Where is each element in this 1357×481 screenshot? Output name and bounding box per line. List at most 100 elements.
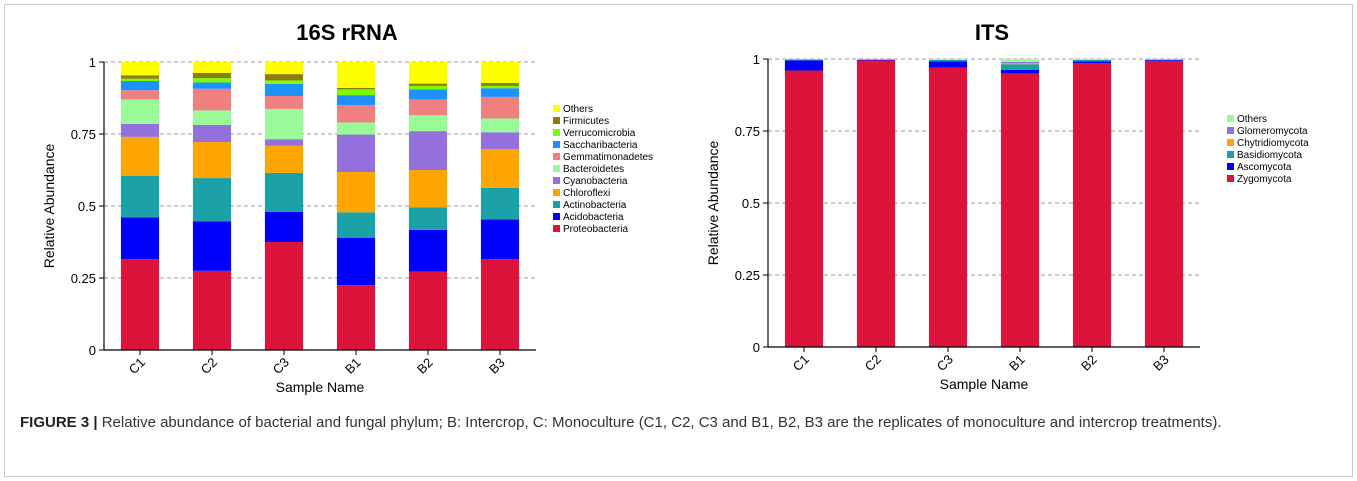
y-axis-label: Relative Abundance (41, 144, 57, 269)
legend-swatch-saccharibacteria (553, 141, 560, 148)
bar-segment-proteobacteria-b1 (336, 285, 376, 350)
bar-segment-basidiomycota-c1 (784, 59, 824, 61)
bar-segment-acidobacteria-c1 (120, 217, 160, 260)
legend-entry-ascomycota: Ascomycota (1237, 162, 1292, 173)
x-tick-label: C3 (934, 352, 956, 374)
bar-segment-chloroflexi-c3 (264, 145, 304, 173)
bar-segment-firmicutes-c3 (264, 74, 304, 81)
bar-segment-others-c3 (264, 62, 304, 75)
bar-segment-proteobacteria-b3 (480, 259, 520, 350)
bar-segment-chloroflexi-c1 (120, 136, 160, 176)
bar-segment-saccharibacteria-b1 (336, 95, 376, 106)
bar-segment-saccharibacteria-b3 (480, 88, 520, 97)
legend-swatch-bacteroidetes (553, 165, 560, 172)
legend-entry-actinobacteria: Actinobacteria (563, 200, 627, 211)
x-tick-label: B3 (1150, 352, 1172, 374)
x-tick-label: C1 (790, 352, 812, 374)
legend-entry-gemmatimonadetes: Gemmatimonadetes (563, 152, 653, 163)
legend-entry-firmicutes: Firmicutes (563, 116, 609, 127)
legend-entry-cyanobacteria: Cyanobacteria (563, 176, 628, 187)
x-tick-label: B1 (1006, 352, 1028, 374)
bar-segment-firmicutes-b2 (408, 83, 448, 86)
y-tick-label: 0.75 (71, 127, 96, 142)
legend-swatch-basidiomycota (1227, 151, 1234, 158)
bar-segment-acidobacteria-b2 (408, 229, 448, 272)
legend-entry-glomeromycota: Glomeromycota (1237, 126, 1308, 137)
bar-segment-zygomycota-b3 (1144, 61, 1184, 348)
y-tick-label: 1 (89, 55, 96, 70)
bar-segment-others-b3 (480, 62, 520, 84)
legend-swatch-others (1227, 115, 1234, 122)
bar-segment-gemmatimonadetes-c1 (120, 90, 160, 100)
legend-entry-chloroflexi: Chloroflexi (563, 188, 610, 199)
y-tick-label: 1 (753, 52, 760, 67)
bar-segment-ascomycota-c3 (928, 61, 968, 68)
bar-segment-acidobacteria-b3 (480, 219, 520, 260)
caption-text: Relative abundance of bacterial and fung… (97, 414, 1222, 431)
legend-entry-bacteroidetes: Bacteroidetes (563, 164, 624, 175)
x-tick-label: B1 (342, 355, 364, 377)
bar-segment-ascomycota-c2 (856, 59, 896, 61)
bar-segment-verrucomicrobia-c1 (120, 78, 160, 82)
bar-segment-bacteroidetes-c2 (192, 110, 232, 125)
chart-its: ITS 0 0.25 0.5 0.75 1 Relative Abundance C1 C2 C3… (705, 20, 1309, 392)
bar-segment-proteobacteria-c2 (192, 270, 232, 350)
bar-segment-proteobacteria-c3 (264, 242, 304, 350)
bar-segment-saccharibacteria-c1 (120, 81, 160, 91)
legend-entry-saccharibacteria: Saccharibacteria (563, 140, 638, 151)
bar-segment-acidobacteria-b1 (336, 237, 376, 286)
bar-segment-firmicutes-b1 (336, 87, 376, 90)
bar-segment-gemmatimonadetes-b1 (336, 105, 376, 123)
y-tick-label: 0.25 (71, 271, 96, 286)
bar-segment-basidiomycota-b1 (1000, 64, 1040, 70)
figure-caption: FIGURE 3 | Relative abundance of bacteri… (20, 412, 1320, 433)
bar-segment-others-b2 (408, 62, 448, 84)
bar-segment-saccharibacteria-b2 (408, 89, 448, 100)
legend-entry-zygomycota: Zygomycota (1237, 174, 1292, 185)
x-tick-label: B2 (414, 355, 436, 377)
y-axis-label: Relative Abundance (705, 141, 721, 266)
bar-segment-chytridiomycota-b1 (1000, 63, 1040, 65)
bar-segment-verrucomicrobia-b3 (480, 85, 520, 89)
legend-swatch-others (553, 105, 560, 112)
bar-segment-bacteroidetes-c1 (120, 99, 160, 124)
x-axis-label: Sample Name (940, 376, 1029, 392)
bar-segment-others-c2 (192, 62, 232, 73)
bar-segment-zygomycota-c2 (856, 60, 896, 347)
y-tick-label: 0.5 (742, 196, 760, 211)
legend-swatch-actinobacteria (553, 201, 560, 208)
bar-segment-cyanobacteria-b3 (480, 132, 520, 149)
bar-segment-cyanobacteria-b1 (336, 134, 376, 173)
caption-label: FIGURE 3 | (20, 414, 98, 431)
x-tick-label: B2 (1078, 352, 1100, 374)
legend-entry-others: Others (563, 104, 593, 115)
bar-segment-ascomycota-b3 (1144, 60, 1184, 62)
x-tick-label: C2 (198, 355, 220, 377)
y-tick-label: 0.5 (78, 199, 96, 214)
legend-entry-basidiomycota: Basidiomycota (1237, 150, 1302, 161)
chart-16s-rrna: 16S rRNA 0 0.25 0.5 0.75 1 Relative Abundance C… (41, 20, 653, 395)
bar-segment-cyanobacteria-c2 (192, 124, 232, 143)
bar-segment-actinobacteria-b2 (408, 207, 448, 230)
bar-segment-actinobacteria-b1 (336, 212, 376, 238)
bar-segment-basidiomycota-b3 (1144, 59, 1184, 61)
bar-segment-gemmatimonadetes-c2 (192, 88, 232, 111)
bar-segment-actinobacteria-b3 (480, 187, 520, 220)
bar-segment-others-c3 (928, 59, 968, 60)
bar-segment-acidobacteria-c2 (192, 221, 232, 271)
legend-entry-chytridiomycota: Chytridiomycota (1237, 138, 1309, 149)
bar-segment-actinobacteria-c1 (120, 175, 160, 218)
bar-segment-gemmatimonadetes-c3 (264, 95, 304, 109)
legend-entry-acidobacteria: Acidobacteria (563, 212, 624, 223)
legend-swatch-firmicutes (553, 117, 560, 124)
x-axis-label: Sample Name (276, 379, 365, 395)
bar-segment-others-b1 (1000, 59, 1040, 62)
bar-segment-ascomycota-b1 (1000, 69, 1040, 74)
bar-segment-firmicutes-c1 (120, 75, 160, 79)
bar-segment-gemmatimonadetes-b3 (480, 96, 520, 119)
bar-segment-bacteroidetes-b2 (408, 115, 448, 132)
legend-swatch-gemmatimonadetes (553, 153, 560, 160)
figure-frame (4, 4, 1353, 477)
legend-swatch-zygomycota (1227, 175, 1234, 182)
bar-segment-zygomycota-c3 (928, 67, 968, 347)
